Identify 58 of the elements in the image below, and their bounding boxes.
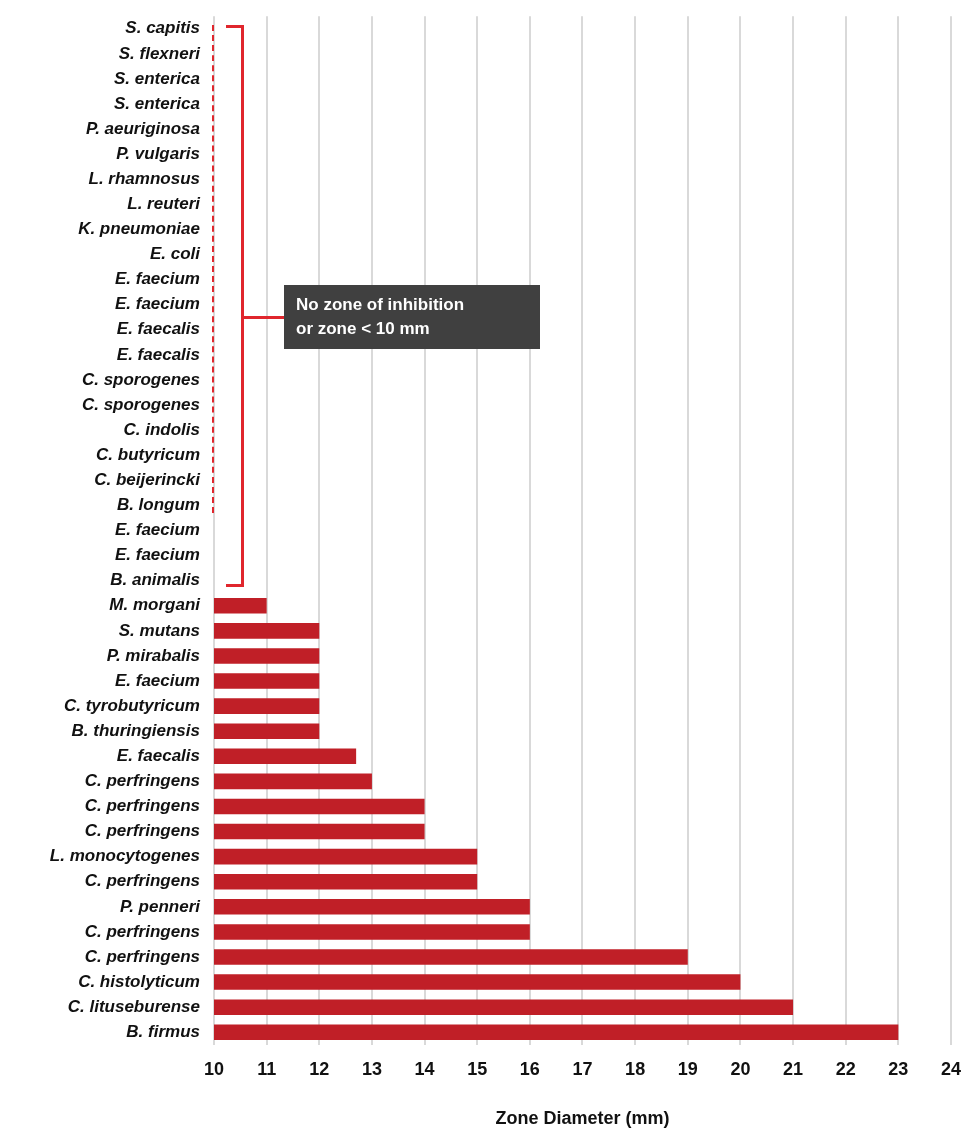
y-tick-label: E. faecium bbox=[114, 670, 200, 690]
y-tick-label: S. capitis bbox=[125, 18, 200, 38]
y-tick-label: E. faecium bbox=[114, 545, 200, 565]
x-tick-label: 20 bbox=[730, 1058, 751, 1079]
y-tick-label: S. enterica bbox=[114, 68, 200, 88]
y-tick-label: M. morgani bbox=[109, 595, 202, 615]
x-tick-label: 10 bbox=[203, 1058, 225, 1079]
y-tick-label: K. pneumoniae bbox=[78, 219, 200, 239]
x-tick-label: 11 bbox=[257, 1058, 277, 1079]
y-tick-label: E. faecium bbox=[114, 294, 200, 314]
y-tick-label: C. sporogenes bbox=[81, 394, 200, 414]
x-tick-label: 21 bbox=[783, 1058, 804, 1079]
x-axis-title: Zone Diameter (mm) bbox=[495, 1108, 670, 1129]
y-tick-label: C. butyricum bbox=[96, 444, 200, 464]
y-tick-label: E. faecalis bbox=[116, 344, 200, 364]
x-tick-label: 15 bbox=[467, 1058, 488, 1079]
y-tick-label: C. perfringens bbox=[84, 821, 200, 841]
x-tick-label: 17 bbox=[572, 1058, 593, 1079]
y-tick-label: C. tyrobutyricum bbox=[63, 695, 200, 715]
callout-box: No zone of inhibition or zone < 10 mm bbox=[284, 285, 540, 350]
x-tick-label: 24 bbox=[940, 1058, 961, 1079]
y-tick-label: C. indolis bbox=[123, 419, 200, 439]
x-tick-label: 16 bbox=[519, 1058, 540, 1079]
y-tick-label: P. penneri bbox=[120, 896, 202, 916]
y-tick-label: E. faecalis bbox=[116, 319, 200, 339]
y-tick-label: B. firmus bbox=[126, 1021, 200, 1041]
y-tick-label: P. aeuriginosa bbox=[85, 118, 200, 138]
y-tick-label: E. faecium bbox=[114, 269, 200, 289]
y-tick-label: E. faecalis bbox=[116, 745, 200, 765]
y-tick-label: E. coli bbox=[149, 244, 202, 264]
x-tick-label: 14 bbox=[414, 1058, 435, 1079]
y-tick-label: S. enterica bbox=[114, 93, 200, 113]
y-tick-label: E. faecium bbox=[114, 520, 200, 540]
y-tick-label: C. sporogenes bbox=[81, 369, 200, 389]
y-tick-label: B. thuringiensis bbox=[71, 720, 200, 740]
y-tick-label: L. reuteri bbox=[127, 194, 202, 214]
x-tick-label: 12 bbox=[309, 1058, 330, 1079]
y-tick-label: P. vulgaris bbox=[116, 143, 200, 163]
y-tick-label: C. perfringens bbox=[84, 771, 200, 791]
y-tick-label: S. flexneri bbox=[118, 43, 202, 63]
y-tick-label: C. histolyticum bbox=[78, 971, 200, 991]
y-tick-label: S. mutans bbox=[118, 620, 200, 640]
y-tick-label: C. perfringens bbox=[84, 946, 200, 966]
y-tick-label: P. mirabalis bbox=[106, 645, 200, 665]
y-tick-label: L. rhamnosus bbox=[88, 168, 200, 188]
y-tick-label: C. perfringens bbox=[84, 921, 200, 941]
x-tick-label: 13 bbox=[361, 1058, 382, 1079]
y-tick-label: L. monocytogenes bbox=[49, 846, 200, 866]
x-tick-label: 19 bbox=[677, 1058, 698, 1079]
x-tick-label: 22 bbox=[835, 1058, 856, 1079]
x-tick-label: 18 bbox=[625, 1058, 646, 1079]
y-tick-label: C. beijerincki bbox=[94, 470, 202, 490]
y-tick-label: B. longum bbox=[116, 495, 200, 515]
y-tick-label: C. perfringens bbox=[84, 796, 200, 816]
y-tick-label: C. lituseburense bbox=[67, 996, 200, 1016]
y-tick-label: C. perfringens bbox=[84, 871, 200, 891]
y-tick-label: B. animalis bbox=[110, 570, 200, 590]
x-tick-label: 23 bbox=[888, 1058, 909, 1079]
